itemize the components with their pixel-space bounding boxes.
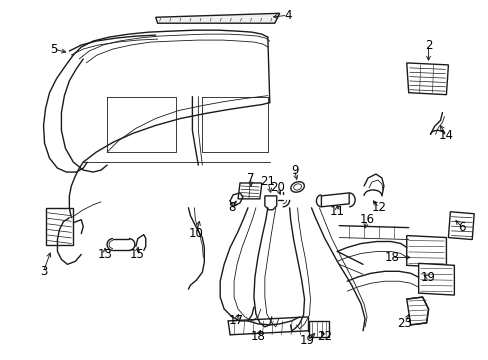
Text: 14: 14 xyxy=(438,129,453,142)
Text: 18: 18 xyxy=(384,251,399,264)
Polygon shape xyxy=(406,235,446,267)
Polygon shape xyxy=(238,183,262,199)
Text: 23: 23 xyxy=(397,318,411,330)
Polygon shape xyxy=(406,63,447,95)
Text: 5: 5 xyxy=(50,42,57,55)
Text: 18: 18 xyxy=(250,330,265,343)
Polygon shape xyxy=(418,264,453,295)
Text: 16: 16 xyxy=(359,213,374,226)
Polygon shape xyxy=(321,193,348,207)
Polygon shape xyxy=(406,297,427,325)
Text: 20: 20 xyxy=(270,181,285,194)
Text: 13: 13 xyxy=(98,248,112,261)
Text: 7: 7 xyxy=(247,171,254,185)
Text: 8: 8 xyxy=(228,201,235,214)
Text: 3: 3 xyxy=(40,265,47,278)
Text: 9: 9 xyxy=(290,163,298,176)
Text: 6: 6 xyxy=(458,221,465,234)
Polygon shape xyxy=(45,208,73,246)
Text: 15: 15 xyxy=(129,248,144,261)
Text: 17: 17 xyxy=(228,314,243,327)
Text: 11: 11 xyxy=(329,205,344,218)
Text: 21: 21 xyxy=(260,175,275,189)
Text: 19: 19 xyxy=(300,334,314,347)
Text: 2: 2 xyxy=(424,39,431,51)
Polygon shape xyxy=(309,321,328,337)
Polygon shape xyxy=(264,196,276,210)
Text: 19: 19 xyxy=(420,271,435,284)
Text: 4: 4 xyxy=(284,9,291,22)
Text: 10: 10 xyxy=(188,227,203,240)
Polygon shape xyxy=(155,13,279,23)
Text: 22: 22 xyxy=(316,330,331,343)
Text: 12: 12 xyxy=(371,201,386,214)
Polygon shape xyxy=(447,212,473,239)
